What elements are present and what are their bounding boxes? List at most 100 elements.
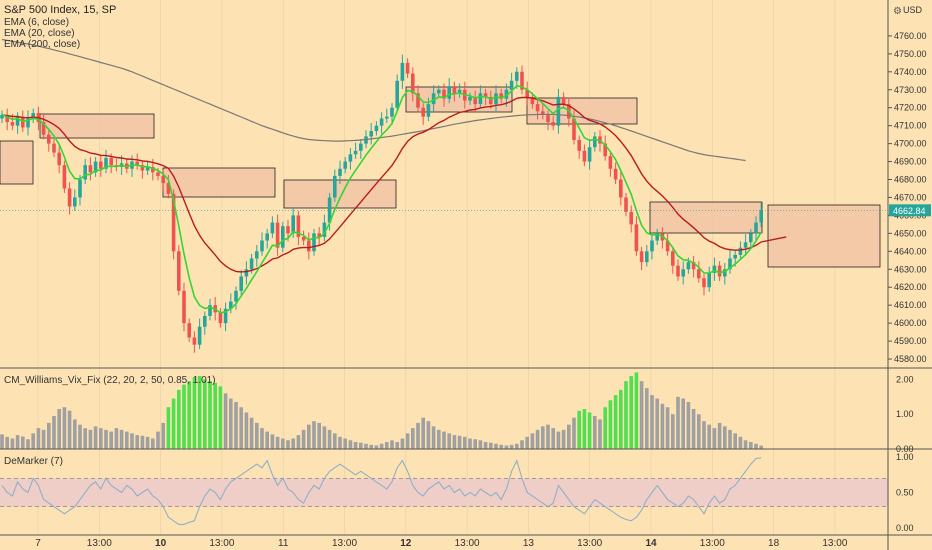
candle-body [317,233,321,237]
candle-body [556,96,561,126]
settings-icon[interactable]: ⚙ [893,6,902,17]
candle-body [291,215,295,234]
vix-bar [270,434,275,449]
ema-layer [1,38,787,314]
vix-bar [515,443,519,449]
candle-body [707,272,711,288]
last-price-tag [889,204,931,217]
candle-body [541,111,545,115]
candle-body [691,262,696,270]
vix-bar [369,444,373,449]
legend-ema-fast: EMA (6, close) [4,17,69,28]
vix-bar [307,424,311,449]
y-tick-label: 4580.00 [894,354,927,364]
vix-bar [442,431,446,449]
vix-bar [244,412,249,449]
candle-body [333,175,337,198]
x-tick-label: 13:00 [700,538,725,549]
candle-body [426,104,431,117]
vix-bar [104,429,108,449]
candle-body [515,71,519,81]
vix-bar [0,434,4,449]
candle-body [57,152,61,166]
x-tick-label: 12 [400,538,412,549]
candle-body [47,134,51,144]
x-tick-label: 13:00 [87,538,112,549]
candle-body [208,305,212,316]
vix-bar [379,443,384,449]
candle-body [327,197,332,223]
candle-body [348,154,353,162]
candle-body [561,96,566,105]
supply-demand-zone[interactable] [39,113,155,139]
vix-bar [213,382,217,449]
vix-y-tick-label: 0.00 [896,444,914,454]
candle-body [239,276,243,291]
x-tick-label: 13 [523,538,535,549]
grid-layer [37,0,836,535]
supply-demand-zone[interactable] [283,179,397,209]
vix-bar [21,436,25,449]
candle-body [369,131,373,137]
candle-body [10,122,15,126]
vix-bar [145,436,150,449]
vix-bar [634,372,639,449]
x-tick-label: 13:00 [577,538,602,549]
vix-bar [707,424,711,449]
vix-bar [619,389,623,449]
vix-bar [509,444,514,449]
candle-body [260,240,264,252]
candle-body [21,116,25,128]
supply-demand-zone[interactable] [162,167,276,198]
candle-body [442,89,446,99]
candle-body [593,136,597,148]
candle-body [520,71,524,90]
supply-demand-zone[interactable] [767,204,881,268]
vix-bar [749,442,753,449]
candle-body [286,226,290,234]
candle-body [577,140,581,151]
supply-demand-zone[interactable] [649,201,763,234]
candle-body [187,323,191,338]
vix-bar [348,440,353,449]
candle-body [312,233,316,252]
demarker-pane [0,457,888,525]
vix-bar [229,398,233,449]
vix-bar [577,410,581,449]
vix-bar [426,421,431,449]
vix-bar [47,422,51,449]
candle-body [733,254,737,259]
candle-body [535,104,540,112]
candle-body [265,233,269,241]
candle-body [301,236,306,241]
x-tick-label: 14 [645,538,657,549]
vix-bar [650,395,654,449]
vix-bar [743,440,748,449]
vix-bar [218,386,223,449]
candle-body [483,93,488,97]
candle-body [379,118,384,126]
vix-bar [374,445,379,449]
vix-bar [645,388,649,449]
candle-body [99,161,103,169]
supply-demand-zone[interactable] [0,140,34,185]
demarker-line [1,457,762,525]
vix-bar [567,424,571,449]
y-tick-label: 4640.00 [894,246,927,256]
vix-bar [473,439,477,449]
vix-bar [561,429,566,449]
candle-body [177,251,181,291]
vix-bar [130,433,134,449]
candle-body [671,251,675,266]
vix-bar [41,429,46,449]
vix-bar [26,439,30,449]
y-tick-label: 4710.00 [894,121,927,131]
supply-demand-zone[interactable] [526,97,638,125]
vix-bar [182,384,186,449]
candle-body [639,251,644,263]
candle-body [88,165,93,173]
candle-body [676,265,680,277]
vix-bar [717,422,722,449]
candle-body [67,188,72,207]
